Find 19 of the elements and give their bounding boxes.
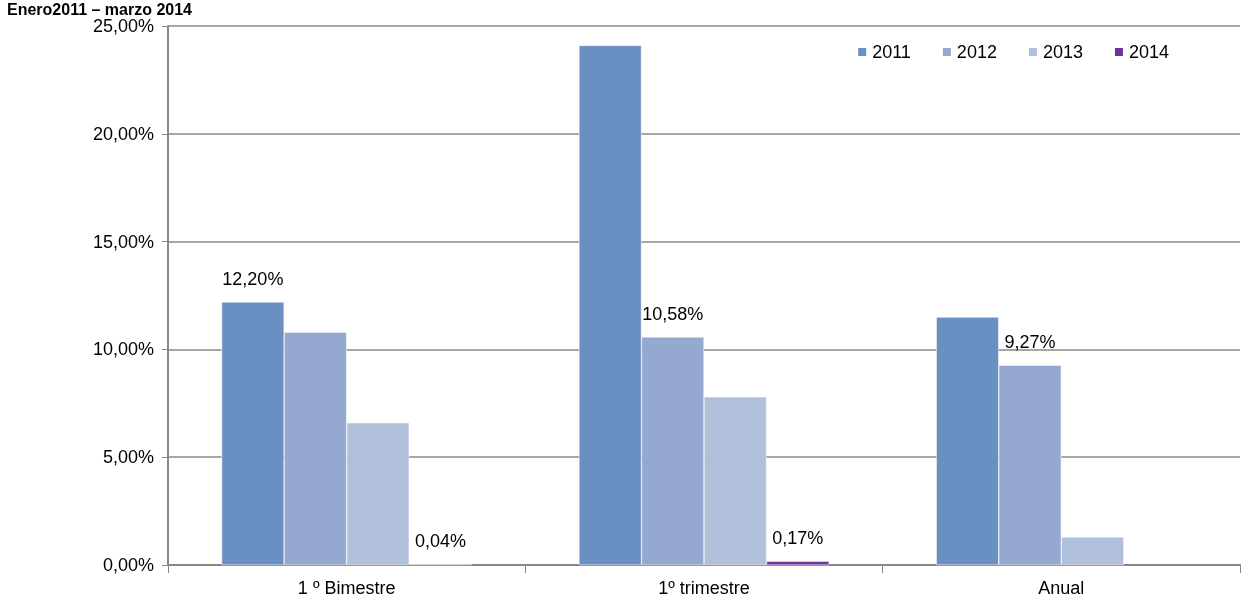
legend-label: 2013 [1042, 42, 1083, 62]
y-tick-label: 25,00% [92, 16, 154, 36]
data-label: 10,58% [642, 303, 704, 324]
x-tick-label: 1 º Bimestre [297, 578, 396, 598]
y-tick-label: 15,00% [92, 231, 154, 252]
y-tick-label: 10,00% [92, 339, 154, 360]
x-tick-label: Anual [1038, 578, 1085, 598]
legend-label: 2012 [956, 42, 997, 62]
y-tick-label: 20,00% [92, 123, 154, 144]
y-tick-label: 0,00% [102, 555, 154, 575]
data-label: 12,20% [222, 268, 284, 289]
data-label: 9,27% [1004, 332, 1056, 353]
chart-title: Enero2011 – marzo 2014 [7, 0, 193, 18]
data-label: 0,04% [414, 531, 466, 552]
legend-label: 2014 [1128, 42, 1169, 62]
x-tick-label: 1º trimestre [658, 578, 750, 598]
legend-label: 2011 [872, 42, 911, 62]
y-tick-label: 5,00% [102, 447, 154, 468]
data-label: 0,17% [772, 528, 824, 549]
